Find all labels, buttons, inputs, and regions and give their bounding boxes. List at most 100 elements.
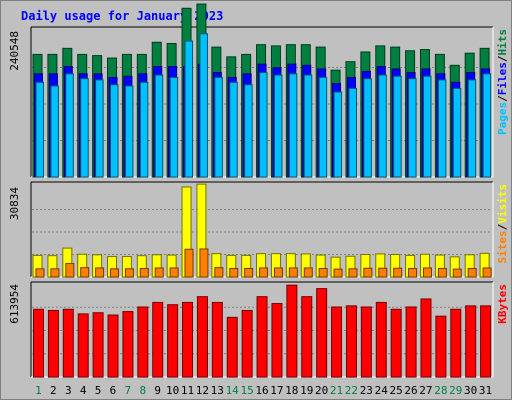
sites-bar <box>95 267 105 278</box>
pages-bar <box>124 85 134 178</box>
kbytes-bar <box>256 296 268 378</box>
pages-bar <box>467 79 477 178</box>
kbytes-bar <box>77 313 89 378</box>
pages-bar <box>318 76 328 178</box>
kbytes-legend: KBytes <box>496 284 509 324</box>
kbytes-bar <box>480 305 492 378</box>
pages-bar <box>110 84 119 178</box>
x-tick-label: 24 <box>375 384 389 397</box>
hits-legend-separator: / <box>496 55 509 62</box>
kbytes-legend-kbytes: KBytes <box>496 284 509 324</box>
kbytes-bar <box>122 311 134 378</box>
pages-bar <box>393 75 402 178</box>
hits-legend-files: Files <box>496 62 509 95</box>
kbytes-bar <box>465 305 477 378</box>
x-tick-label: 3 <box>65 384 72 397</box>
pages-bar <box>80 78 89 178</box>
kbytes-bar <box>420 298 432 378</box>
sites-bar <box>482 267 492 278</box>
pages-bar <box>139 81 149 178</box>
pages-bar <box>437 79 447 178</box>
pages-bar <box>184 40 194 178</box>
sites-bar <box>110 268 120 278</box>
x-tick-label: 18 <box>285 384 298 397</box>
pages-bar <box>303 74 313 178</box>
kbytes-ymax-label: 613954 <box>8 284 21 324</box>
sites-bar <box>35 268 45 278</box>
hits-legend-separator: / <box>496 95 509 102</box>
x-tick-label: 23 <box>360 384 373 397</box>
kbytes-bar <box>167 304 179 378</box>
x-tick-label: 28 <box>434 384 447 397</box>
kbytes-bar <box>450 308 462 378</box>
hits-legend: Pages/Files/Hits <box>496 29 509 135</box>
sites-bar <box>50 268 60 278</box>
sites-bar <box>65 263 75 278</box>
kbytes-bar <box>375 301 387 378</box>
x-tick-label: 31 <box>479 384 492 397</box>
kbytes-bar <box>92 312 104 378</box>
x-tick-label: 29 <box>449 384 462 397</box>
kbytes-bar <box>316 288 328 378</box>
sites-bar <box>288 267 298 278</box>
pages-bar <box>35 81 44 178</box>
kbytes-bar <box>331 306 343 378</box>
kbytes-bar <box>182 301 194 378</box>
sites-bar <box>154 267 164 278</box>
pages-bar <box>378 74 387 178</box>
pages-bar <box>259 72 268 178</box>
kbytes-bar <box>107 314 119 378</box>
pages-bar <box>229 81 238 178</box>
pages-bar <box>333 91 343 178</box>
pages-bar <box>65 73 74 178</box>
x-tick-label: 30 <box>464 384 477 397</box>
kbytes-bar <box>47 309 59 378</box>
sites-bar <box>318 268 328 278</box>
x-tick-label: 4 <box>80 384 87 397</box>
sites-bar <box>229 268 239 278</box>
sites-bar <box>259 267 269 278</box>
x-tick-label: 10 <box>166 384 179 397</box>
hits-legend-hits: Hits <box>496 29 509 56</box>
pages-bar <box>50 85 59 178</box>
kbytes-bar <box>62 308 74 378</box>
sites-bar <box>169 267 179 278</box>
sites-bar <box>124 268 134 278</box>
kbytes-bar <box>435 315 447 378</box>
x-tick-label: 20 <box>315 384 328 397</box>
sites-bar <box>214 267 224 278</box>
sites-bar <box>363 267 373 278</box>
x-tick-label: 25 <box>390 384 403 397</box>
sites-bar <box>273 267 283 278</box>
x-tick-label: 9 <box>154 384 161 397</box>
sites-bar <box>393 267 403 278</box>
kbytes-bar <box>211 301 223 378</box>
sites-bar <box>199 248 209 278</box>
pages-bar <box>214 76 223 178</box>
x-tick-label: 2 <box>50 384 57 397</box>
x-tick-label: 16 <box>255 384 268 397</box>
sites-bar <box>303 267 313 278</box>
pages-bar <box>422 75 432 178</box>
pages-bar <box>288 73 298 178</box>
visits-legend-separator: / <box>496 223 509 230</box>
kbytes-bar <box>271 303 283 378</box>
x-tick-label: 13 <box>211 384 224 397</box>
x-tick-label: 11 <box>181 384 194 397</box>
x-tick-label: 8 <box>139 384 146 397</box>
kbytes-bar <box>405 306 417 378</box>
pages-bar <box>154 74 164 178</box>
pages-bar <box>169 76 179 178</box>
kbytes-bar <box>286 284 298 378</box>
x-tick-label: 5 <box>95 384 102 397</box>
kbytes-bar <box>137 306 149 378</box>
kbytes-bar <box>196 296 208 378</box>
pages-bar <box>452 87 462 178</box>
visits-legend-sites: Sites <box>496 230 509 263</box>
kbytes-bar <box>33 308 44 378</box>
pages-bar <box>363 78 372 178</box>
visits-legend-visits: Visits <box>496 184 509 224</box>
pages-bar <box>273 74 283 178</box>
x-tick-label: 7 <box>125 384 132 397</box>
